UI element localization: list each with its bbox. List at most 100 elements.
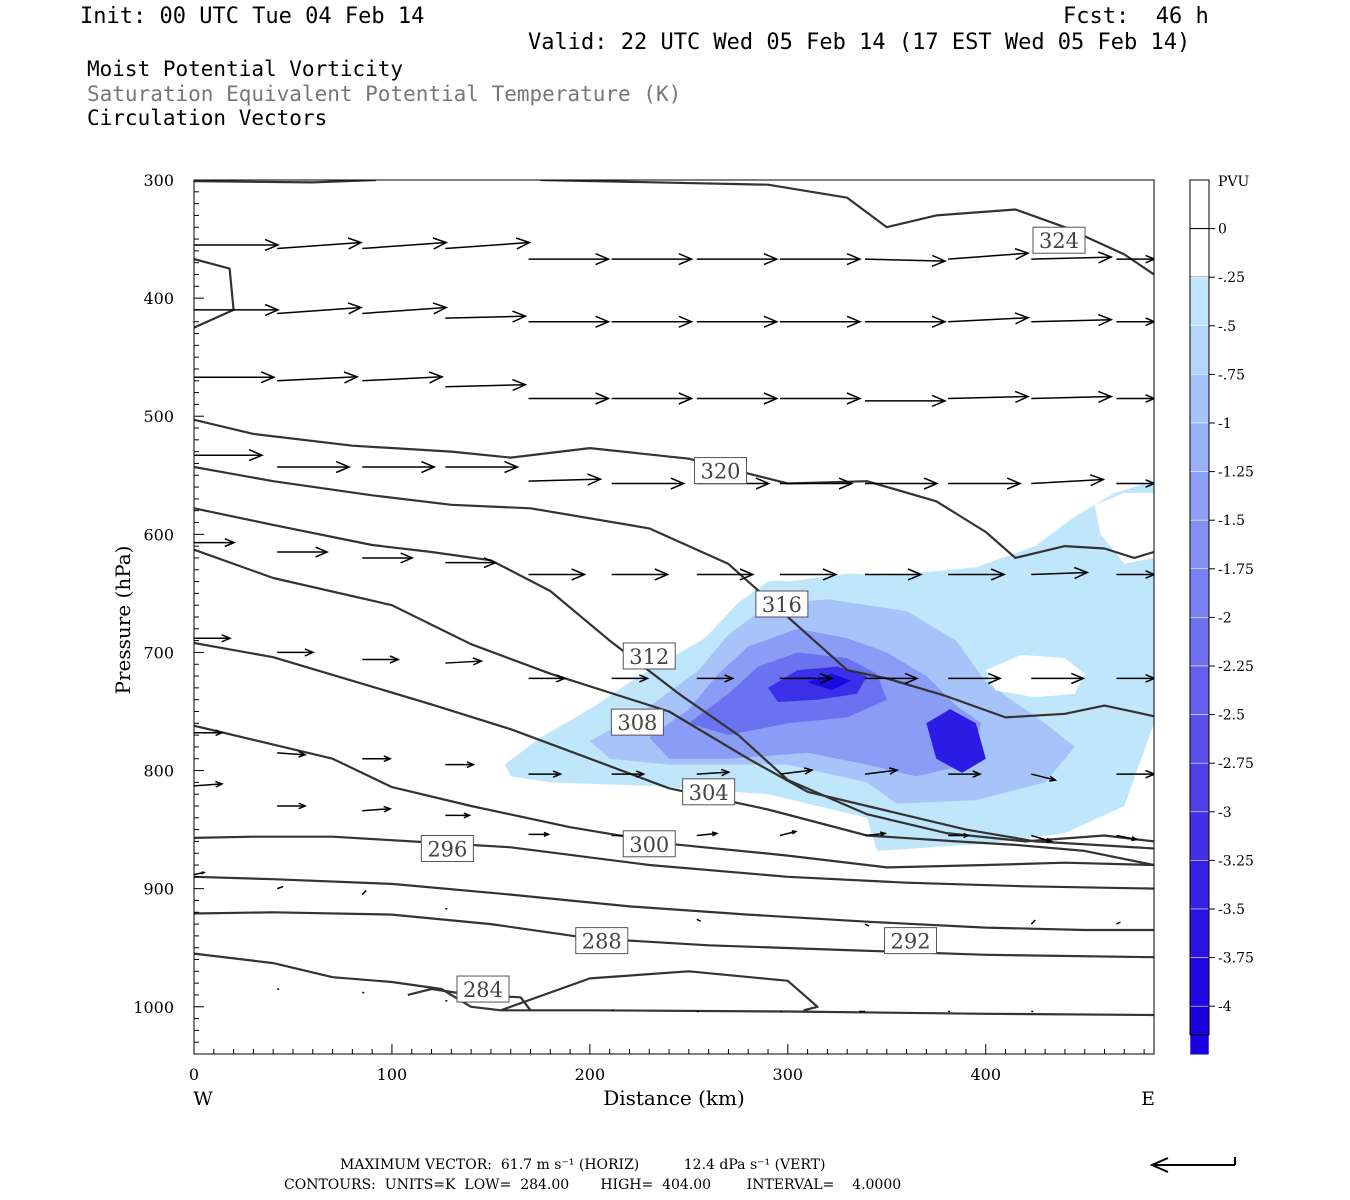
colorbar: PVU 0 -.25 -.5 -.75 -1 -1.25 -1.5 -1.75 -2 -2.25 -2… bbox=[1189, 174, 1254, 1056]
init-time: Init: 00 UTC Tue 04 Feb 14 bbox=[80, 4, 425, 29]
colorbar-tick-label: -2.75 bbox=[1218, 756, 1254, 772]
contour-info: CONTOURS: UNITS=K LOW= 284.00 HIGH= 404.… bbox=[284, 1177, 902, 1193]
circulation-vector bbox=[611, 315, 694, 328]
circulation-vector bbox=[948, 770, 983, 778]
colorbar-cell bbox=[1189, 374, 1210, 424]
colorbar-cell bbox=[1189, 568, 1210, 618]
circulation-vector bbox=[779, 253, 862, 266]
colorbar-tick-label: -3 bbox=[1218, 805, 1232, 821]
circulation-vector bbox=[1031, 251, 1114, 264]
circulation-vector bbox=[361, 890, 367, 896]
circulation-vector bbox=[696, 831, 719, 837]
theta-contour-304 bbox=[194, 641, 1154, 867]
contour-label: 312 bbox=[622, 642, 676, 670]
circulation-vector bbox=[611, 477, 686, 490]
circulation-vector bbox=[277, 237, 364, 250]
circulation-vector bbox=[696, 768, 731, 777]
circulation-vector bbox=[528, 770, 563, 778]
circulation-vector bbox=[445, 378, 528, 392]
x-tick-label: 200 bbox=[575, 1065, 606, 1084]
colorbar-cell bbox=[1189, 179, 1210, 230]
colorbar-cell bbox=[1189, 762, 1210, 813]
circulation-vector bbox=[1116, 317, 1154, 327]
colorbar-frame bbox=[1189, 179, 1210, 1036]
circulation-vector bbox=[696, 392, 779, 405]
circulation-vector-layer bbox=[194, 237, 1154, 1013]
circulation-vector bbox=[779, 568, 838, 581]
circulation-vector bbox=[696, 568, 755, 581]
circulation-vector bbox=[1031, 672, 1086, 685]
colorbar-tick-label: -3.5 bbox=[1218, 902, 1245, 918]
contour-label: 304 bbox=[682, 778, 736, 806]
circulation-vector bbox=[445, 557, 498, 569]
circulation-vector bbox=[445, 237, 532, 250]
colorbar-cell bbox=[1189, 1005, 1210, 1056]
colorbar-tick-label: -4 bbox=[1218, 999, 1232, 1015]
colorbar-tick-label: -1.75 bbox=[1218, 562, 1254, 578]
circulation-vector bbox=[865, 672, 919, 685]
colorbar-cell bbox=[1189, 276, 1210, 327]
colorbar-tick-label: -.5 bbox=[1218, 319, 1236, 335]
colorbar-tick-label: -3.75 bbox=[1218, 951, 1254, 967]
circulation-vector bbox=[194, 538, 236, 548]
circulation-vector bbox=[948, 672, 1003, 685]
y-tick-label: 800 bbox=[143, 762, 174, 781]
y-tick-label: 400 bbox=[143, 289, 174, 308]
circulation-vector bbox=[1116, 834, 1139, 842]
circulation-vector bbox=[194, 371, 276, 384]
valid-time: Valid: 22 UTC Wed 05 Feb 14 (17 EST Wed … bbox=[528, 30, 1191, 55]
circulation-vector bbox=[362, 460, 437, 474]
circulation-vector bbox=[277, 750, 307, 758]
pv-shade-gap bbox=[1094, 493, 1154, 564]
colorbar-cell bbox=[1189, 860, 1210, 910]
circulation-vector bbox=[696, 918, 702, 923]
circulation-vector bbox=[445, 460, 520, 474]
y-axis-title: Pressure (hPa) bbox=[111, 546, 135, 695]
circulation-vector bbox=[528, 831, 551, 837]
colorbar-cell bbox=[1189, 422, 1210, 472]
circulation-vector bbox=[779, 672, 834, 685]
x-axis-west-label: W bbox=[193, 1088, 213, 1110]
colorbar-tick-label: -2.5 bbox=[1218, 708, 1245, 724]
contour-label-text: 296 bbox=[427, 837, 467, 861]
axes-layer: 300 400 500 600 700 800 900 1000 0 100 200 300 400 bbox=[133, 171, 1145, 1084]
theta-contour-312 bbox=[194, 507, 1154, 843]
contour-label: 316 bbox=[755, 590, 809, 618]
contour-label: 324 bbox=[1032, 226, 1086, 254]
circulation-vector bbox=[445, 812, 472, 819]
x-axis-title: Distance (km) bbox=[603, 1086, 745, 1110]
circulation-vector bbox=[194, 634, 232, 643]
theta-contour-296 bbox=[194, 835, 1154, 890]
circulation-vector bbox=[528, 674, 567, 683]
circulation-vector bbox=[865, 315, 947, 328]
colorbar-tick-label: -1 bbox=[1218, 416, 1232, 432]
circulation-vector bbox=[194, 729, 224, 737]
theta-contour-324 bbox=[540, 180, 1154, 276]
circulation-vector bbox=[696, 253, 779, 266]
theta-contour-288 bbox=[194, 911, 1154, 959]
circulation-vector bbox=[277, 302, 364, 315]
circulation-vector bbox=[948, 390, 1031, 403]
contour-label: 292 bbox=[884, 927, 938, 955]
colorbar-title: PVU bbox=[1218, 174, 1250, 190]
circulation-vector bbox=[1031, 834, 1054, 843]
circulation-vector bbox=[362, 371, 445, 384]
circulation-vector bbox=[948, 247, 1031, 261]
circulation-vector bbox=[1031, 474, 1106, 487]
theta-contour-layer bbox=[194, 180, 1154, 1017]
circulation-vector bbox=[948, 312, 1031, 325]
theta-contour-320 bbox=[194, 418, 1154, 560]
circulation-vector bbox=[696, 315, 779, 328]
max-vector-note: MAXIMUM VECTOR: 61.7 m s⁻¹ (HORIZ) 12.4 … bbox=[340, 1157, 826, 1173]
circulation-vector bbox=[277, 648, 316, 657]
contour-label-layer: 324 320 316 312 308 304 300 296 292 288 284 bbox=[420, 226, 1086, 1003]
colorbar-cell bbox=[1189, 228, 1210, 278]
circulation-vector bbox=[277, 371, 360, 384]
circulation-vector bbox=[779, 830, 798, 837]
contour-label-text: 304 bbox=[689, 781, 729, 805]
circulation-vector bbox=[611, 674, 650, 683]
colorbar-tick-label: -3.25 bbox=[1218, 853, 1254, 869]
y-tick-label: 600 bbox=[143, 525, 174, 544]
circulation-vector bbox=[528, 253, 611, 266]
y-tick-label: 700 bbox=[143, 643, 174, 662]
